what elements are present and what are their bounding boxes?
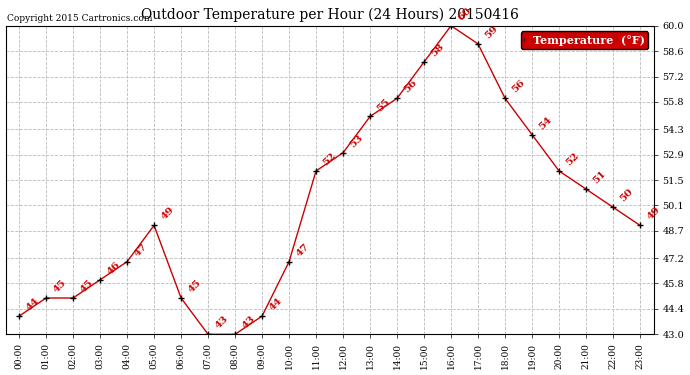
Text: 53: 53: [348, 133, 365, 149]
Text: 44: 44: [25, 296, 41, 313]
Text: 47: 47: [132, 242, 149, 258]
Text: 50: 50: [619, 187, 635, 204]
Text: 58: 58: [430, 42, 446, 58]
Text: 45: 45: [79, 278, 95, 294]
Text: 45: 45: [186, 278, 203, 294]
Text: 47: 47: [295, 242, 311, 258]
Text: 43: 43: [241, 314, 257, 331]
Text: 49: 49: [646, 206, 662, 222]
Title: Outdoor Temperature per Hour (24 Hours) 20150416: Outdoor Temperature per Hour (24 Hours) …: [141, 8, 518, 22]
Text: 55: 55: [375, 96, 392, 113]
Text: 56: 56: [402, 78, 419, 95]
Text: 52: 52: [322, 151, 338, 167]
Text: 51: 51: [591, 169, 608, 186]
Text: 56: 56: [511, 78, 527, 95]
Text: 52: 52: [564, 151, 581, 167]
Text: Copyright 2015 Cartronics.com: Copyright 2015 Cartronics.com: [7, 13, 152, 22]
Text: 45: 45: [52, 278, 68, 294]
Text: 49: 49: [159, 206, 176, 222]
Text: 46: 46: [106, 260, 122, 276]
Text: 44: 44: [268, 296, 284, 313]
Text: 60: 60: [457, 6, 473, 22]
Legend: Temperature  (°F): Temperature (°F): [520, 31, 648, 49]
Text: 59: 59: [484, 24, 500, 40]
Text: 54: 54: [538, 115, 554, 131]
Text: 43: 43: [214, 314, 230, 331]
